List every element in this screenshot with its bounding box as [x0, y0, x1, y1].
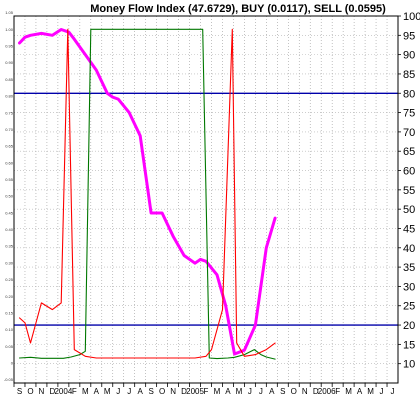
x-axis-tick-label: J — [116, 387, 120, 396]
left-axis-tick-label: 0.05 — [5, 344, 14, 349]
x-axis-tick-label: O — [27, 387, 33, 396]
plot-frame — [13, 15, 399, 384]
x-axis-tick-label: A — [357, 387, 363, 396]
right-axis-tick-label: 70 — [403, 127, 415, 139]
x-axis-tick-label: N — [170, 387, 176, 396]
right-axis-tick-label: 55 — [403, 185, 415, 197]
right-axis-tick-label: 20 — [403, 320, 415, 332]
right-axis-tick-label: 90 — [403, 50, 415, 62]
x-axis-tick-label: D — [313, 387, 319, 396]
right-axis-tick-label: 50 — [403, 204, 415, 216]
x-axis-tick-label: J — [127, 387, 131, 396]
x-axis-tick-label: 2005 — [186, 387, 204, 396]
left-axis-tick-label: 0.75 — [5, 110, 14, 115]
x-axis-tick-label: M — [345, 387, 352, 396]
right-axis-tick-label: 45 — [403, 223, 415, 235]
x-axis-tick-label: S — [280, 387, 285, 396]
left-axis-tick-label: 0.50 — [5, 194, 14, 199]
x-axis-tick-label: M — [104, 387, 111, 396]
left-axis-tick-label: 0 — [11, 360, 14, 365]
x-axis-tick-label: J — [259, 387, 263, 396]
left-axis-tick-label: 0.80 — [5, 94, 14, 99]
right-axis-tick-label: 10 — [403, 359, 415, 371]
series-lines — [18, 28, 277, 360]
left-axis-tick-label: 0.30 — [5, 260, 14, 265]
x-axis-tick-label: N — [39, 387, 45, 396]
reference-lines — [14, 92, 398, 326]
x-axis-tick-label: D — [50, 387, 56, 396]
left-axis-tick-label: -0.05 — [4, 377, 14, 382]
x-axis-tick-label: D — [181, 387, 187, 396]
left-axis-tick-label: 0.10 — [5, 327, 14, 332]
x-axis-tick-label: A — [225, 387, 231, 396]
left-axis-tick-label: 0.20 — [5, 294, 14, 299]
right-axis-tick-label: 25 — [403, 301, 415, 313]
x-axis-tick-label: 2004 — [54, 387, 72, 396]
left-axis-tick-label: 0.85 — [5, 77, 14, 82]
x-axis-tick-label: S — [148, 387, 153, 396]
x-axis-tick-label: J — [391, 387, 395, 396]
left-axis-tick-label: 0.65 — [5, 144, 14, 149]
left-axis-tick-label: 0.40 — [5, 227, 14, 232]
x-axis-tick-label: A — [269, 387, 275, 396]
left-axis-tick-label: 0.35 — [5, 244, 14, 249]
left-axis-tick-label: 0.90 — [5, 60, 14, 65]
right-axis-tick-label: 100 — [403, 11, 420, 23]
x-axis-tick-label: M — [214, 387, 221, 396]
right-axis-tick-label: 35 — [403, 262, 415, 274]
right-axis: 10 15 20 25 30 35 40 45 50 55 60 65 70 75 80 85 90 95 100 — [398, 11, 420, 371]
left-axis-tick-label: 1.00 — [5, 27, 14, 32]
left-axis-tick-label: 0.45 — [5, 210, 14, 215]
x-axis-tick-label: M — [236, 387, 243, 396]
left-axis-tick-label: 0.15 — [5, 310, 14, 315]
x-axis-tick-label: J — [248, 387, 252, 396]
chart-title: Money Flow Index (47.6729), BUY (0.0117)… — [90, 3, 386, 15]
series-sell — [18, 28, 276, 359]
right-axis-tick-label: 75 — [403, 108, 415, 120]
x-axis-tick-label: N — [302, 387, 308, 396]
grid — [14, 15, 398, 383]
x-axis-tick-label: 2006 — [318, 387, 336, 396]
x-axis-tick-label: J — [380, 387, 384, 396]
right-axis-tick-label: 30 — [403, 281, 415, 293]
x-axis: S O N D 2004 F M A M J J A S O N D 2005 F M A M J J A S O N D 2006 F M… — [13, 383, 395, 396]
left-axis: -0.05 0 0.05 0.10 0.15 0.20 0.25 0.30 0.35 0.40 0.… — [4, 10, 14, 382]
right-axis-tick-label: 40 — [403, 243, 415, 255]
right-axis-tick-label: 15 — [403, 339, 415, 351]
right-axis-tick-label: 95 — [403, 30, 415, 42]
left-axis-tick-label: 0.70 — [5, 127, 14, 132]
right-axis-tick-label: 80 — [403, 88, 415, 100]
series-buy — [18, 28, 276, 360]
x-axis-tick-label: M — [82, 387, 89, 396]
x-axis-tick-label: A — [137, 387, 143, 396]
left-axis-tick-label: 1.05 — [5, 10, 14, 15]
x-axis-tick-label: O — [159, 387, 165, 396]
x-axis-tick-label: S — [17, 387, 22, 396]
left-axis-tick-label: 0.25 — [5, 277, 14, 282]
right-axis-tick-label: 65 — [403, 146, 415, 158]
x-axis-tick-label: F — [204, 387, 209, 396]
right-axis-tick-label: 60 — [403, 166, 415, 178]
x-axis-tick-label: F — [72, 387, 77, 396]
series-money-flow-index — [18, 28, 277, 356]
x-axis-tick-label: M — [367, 387, 374, 396]
x-axis-tick-label: O — [291, 387, 297, 396]
left-axis-tick-label: 0.60 — [5, 160, 14, 165]
x-axis-tick-label: A — [94, 387, 100, 396]
x-axis-tick-label: F — [335, 387, 340, 396]
right-axis-tick-label: 85 — [403, 69, 415, 81]
left-axis-tick-label: 0.55 — [5, 177, 14, 182]
left-axis-tick-label: 0.95 — [5, 44, 14, 49]
